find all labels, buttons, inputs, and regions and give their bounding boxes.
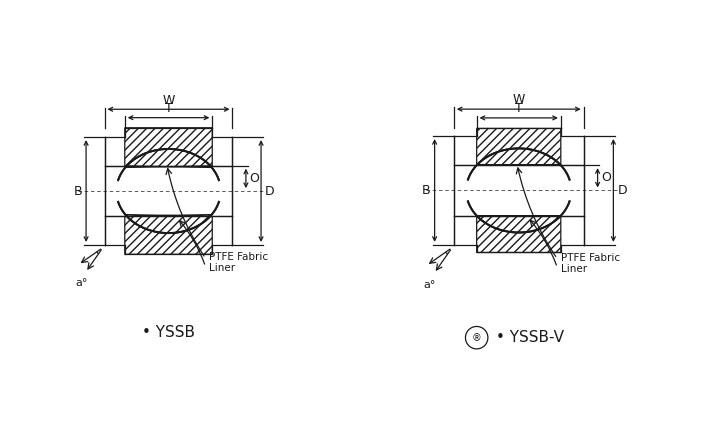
Polygon shape bbox=[211, 166, 233, 216]
Text: T: T bbox=[165, 102, 172, 115]
Text: • YSSB-V: • YSSB-V bbox=[496, 330, 564, 345]
Text: O: O bbox=[250, 172, 259, 185]
Polygon shape bbox=[477, 128, 561, 165]
Text: O: O bbox=[601, 171, 611, 184]
Polygon shape bbox=[125, 215, 212, 254]
Text: W: W bbox=[512, 93, 525, 106]
Text: a°: a° bbox=[423, 280, 436, 290]
Polygon shape bbox=[125, 128, 212, 167]
Text: a°: a° bbox=[75, 279, 88, 288]
Polygon shape bbox=[477, 216, 561, 253]
Text: D: D bbox=[618, 184, 627, 197]
Text: PTFE Fabric
Liner: PTFE Fabric Liner bbox=[209, 252, 268, 273]
Text: ®: ® bbox=[472, 333, 482, 343]
Text: T: T bbox=[515, 102, 523, 115]
Polygon shape bbox=[104, 166, 126, 216]
Polygon shape bbox=[562, 165, 583, 216]
Text: B: B bbox=[74, 184, 82, 198]
Polygon shape bbox=[454, 165, 476, 216]
Text: • YSSB: • YSSB bbox=[142, 325, 195, 340]
Text: PTFE Fabric
Liner: PTFE Fabric Liner bbox=[561, 253, 620, 274]
Text: W: W bbox=[163, 94, 175, 106]
Text: D: D bbox=[265, 184, 275, 198]
Text: B: B bbox=[422, 184, 430, 197]
